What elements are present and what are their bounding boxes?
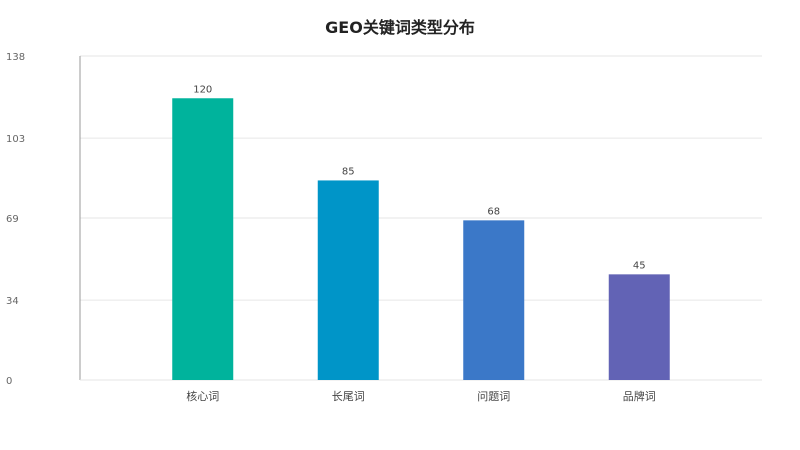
bar-value-label: 45 (633, 260, 646, 271)
bar (172, 98, 234, 381)
y-tick-label: 103 (6, 134, 25, 145)
bar (463, 220, 525, 380)
x-tick-label: 核心词 (186, 389, 219, 403)
chart-title: GEO关键词类型分布 (325, 18, 475, 37)
y-tick-label: 34 (6, 296, 19, 307)
bar (317, 180, 379, 380)
y-tick-label: 69 (6, 214, 19, 225)
bar-value-label: 85 (342, 166, 355, 177)
bar-value-label: 68 (487, 206, 500, 217)
y-tick-label: 138 (6, 52, 25, 63)
x-tick-label: 问题词 (477, 390, 510, 403)
bar-value-label: 120 (193, 84, 212, 95)
bar (608, 274, 670, 380)
y-tick-label: 0 (6, 376, 12, 387)
x-tick-label: 长尾词 (332, 390, 365, 403)
x-tick-label: 品牌词 (623, 389, 656, 403)
